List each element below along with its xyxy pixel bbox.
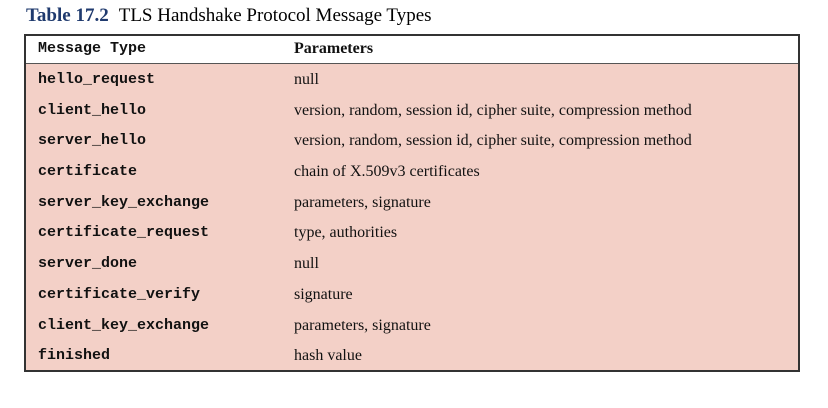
table-row: finished hash value	[26, 341, 798, 372]
table-row: server_hello version, random, session id…	[26, 126, 798, 157]
message-type-cell: server_hello	[38, 132, 147, 150]
parameters-cell: parameters, signature	[294, 193, 431, 211]
header-message-type: Message Type	[38, 40, 147, 57]
parameters-cell: chain of X.509v3 certificates	[294, 163, 480, 181]
parameters-cell: null	[294, 71, 319, 88]
header-parameters: Parameters	[294, 40, 374, 57]
parameters-cell: version, random, session id, cipher suit…	[294, 101, 692, 119]
table-row: client_key_exchange parameters, signatur…	[26, 311, 798, 342]
table-row: server_done null	[26, 249, 798, 280]
message-type-cell: certificate_request	[38, 224, 210, 242]
table-row: client_hello version, random, session id…	[26, 96, 798, 127]
table-row: server_key_exchange parameters, signatur…	[26, 188, 798, 219]
table-number: Table 17.2	[26, 5, 109, 26]
table-caption: Table 17.2 TLS Handshake Protocol Message…	[26, 4, 432, 28]
message-type-cell: server_done	[38, 255, 138, 273]
table-body: hello_request null client_hello version,…	[26, 65, 798, 372]
parameters-cell: signature	[294, 285, 353, 303]
parameters-cell: hash value	[294, 347, 362, 365]
message-type-cell: certificate_verify	[38, 285, 201, 303]
table-row: certificate_verify signature	[26, 280, 798, 311]
message-type-cell: client_key_exchange	[38, 316, 210, 334]
message-type-cell: finished	[38, 347, 111, 365]
parameters-cell: version, random, session id, cipher suit…	[294, 132, 692, 150]
table-header-row: Message Type Parameters	[26, 36, 798, 64]
parameters-cell: parameters, signature	[294, 316, 431, 334]
table-row: certificate_request type, authorities	[26, 218, 798, 249]
parameters-cell: type, authorities	[294, 224, 398, 242]
table-row: certificate chain of X.509v3 certificate…	[26, 157, 798, 188]
parameters-cell: null	[294, 255, 319, 273]
message-type-cell: certificate	[38, 163, 138, 181]
message-type-cell: server_key_exchange	[38, 193, 210, 211]
message-type-cell: client_hello	[38, 101, 147, 119]
table-title: TLS Handshake Protocol Message Types	[118, 5, 432, 26]
message-types-table: Message Type Parameters hello_request nu…	[24, 34, 800, 372]
table-row: hello_request null	[26, 65, 798, 96]
message-type-cell: hello_request	[38, 71, 156, 88]
